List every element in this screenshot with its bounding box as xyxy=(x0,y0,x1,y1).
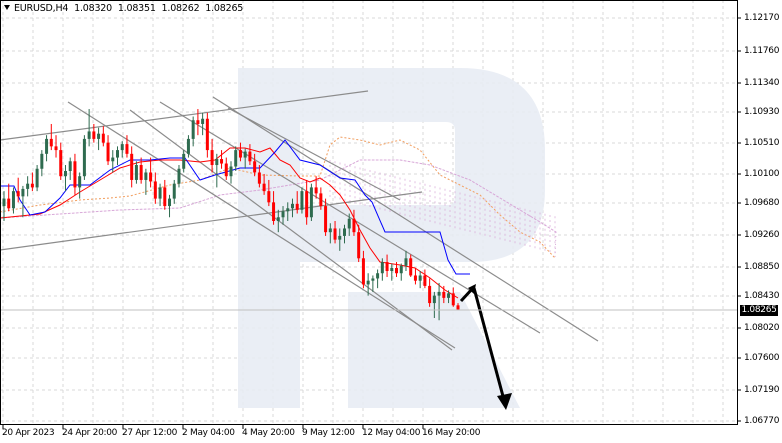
price-tick-label: 1.07190 xyxy=(744,385,780,395)
dropdown-triangle-icon[interactable] xyxy=(4,5,10,10)
close-value: 1.08265 xyxy=(205,3,244,14)
price-tick-label: 1.11340 xyxy=(744,78,780,88)
chart-axes xyxy=(0,0,741,429)
time-tick-label: 16 May 20:00 xyxy=(422,428,481,438)
time-tick-label: 12 May 04:00 xyxy=(362,428,421,438)
time-tick-label: 20 Apr 2023 xyxy=(2,428,55,438)
price-tick-label: 1.08020 xyxy=(744,323,780,333)
open-value: 1.08320 xyxy=(74,3,112,14)
time-tick-label: 24 Apr 20:00 xyxy=(62,428,118,438)
price-tick-label: 1.11760 xyxy=(744,46,780,56)
ichimoku-cloud xyxy=(0,136,557,260)
price-tick-label: 1.08850 xyxy=(744,262,780,272)
time-tick-label: 9 May 12:00 xyxy=(302,428,355,438)
current-price-label: 1.08265 xyxy=(740,305,778,316)
chart-header[interactable]: EURUSD,H4 1.08320 1.08351 1.08262 1.0826… xyxy=(4,3,246,14)
forecast-arrows[interactable] xyxy=(459,284,512,410)
price-tick-label: 1.10100 xyxy=(744,169,780,179)
price-tick-label: 1.10510 xyxy=(744,138,780,148)
symbol-label: EURUSD,H4 xyxy=(14,3,69,14)
time-tick-label: 2 May 04:00 xyxy=(182,428,235,438)
price-tick-label: 1.06770 xyxy=(744,416,780,426)
price-tick-label: 1.08430 xyxy=(744,291,780,301)
price-tick-label: 1.10930 xyxy=(744,107,780,117)
time-tick-label: 4 May 20:00 xyxy=(242,428,295,438)
price-tick-label: 1.09260 xyxy=(744,230,780,240)
low-value: 1.08262 xyxy=(161,3,200,14)
high-value: 1.08351 xyxy=(117,3,156,14)
price-tick-label: 1.12170 xyxy=(744,13,780,23)
candlestick-series xyxy=(2,109,460,321)
time-tick-label: 27 Apr 12:00 xyxy=(122,428,178,438)
watermark-logo-icon xyxy=(238,68,545,408)
price-tick-label: 1.07600 xyxy=(744,353,780,363)
price-tick-label: 1.09680 xyxy=(744,198,780,208)
